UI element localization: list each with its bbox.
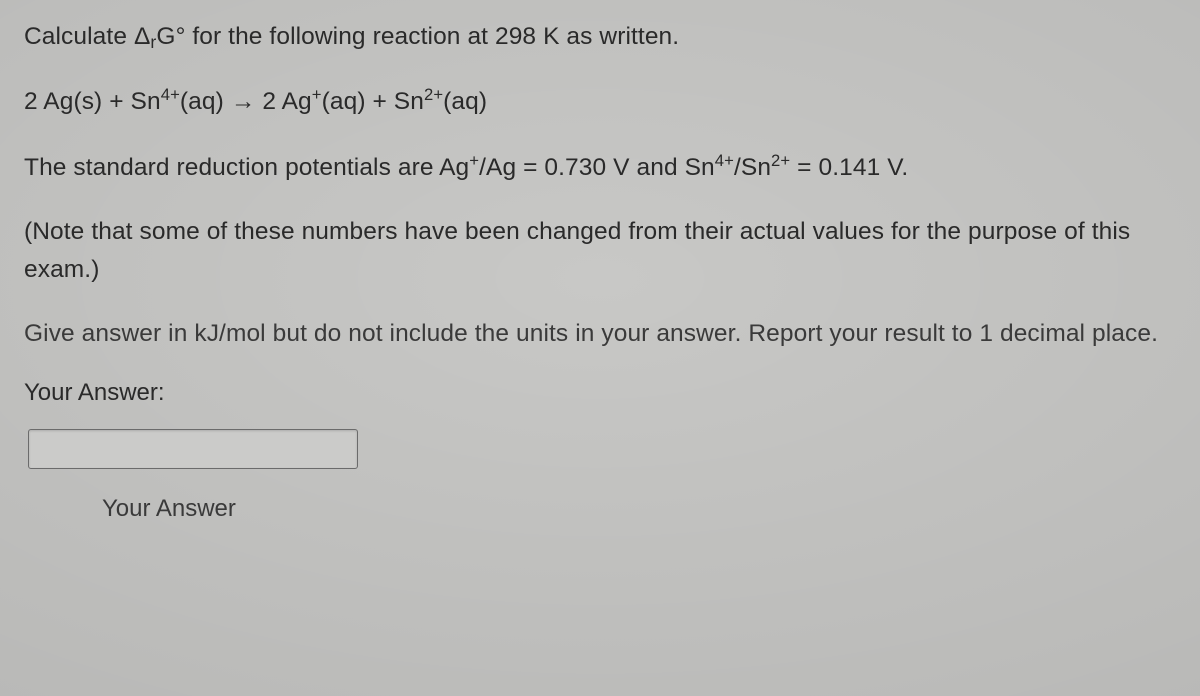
- pot-sup3: 2+: [771, 151, 790, 170]
- pot-pair2-mid: /Sn: [734, 154, 771, 181]
- eq-lhs-sup: 4+: [161, 85, 180, 104]
- pot-join: and Sn: [630, 154, 715, 181]
- answer-caption: Your Answer: [102, 495, 1176, 523]
- reaction-equation: 2 Ag(s) + Sn4+(aq) → 2 Ag+(aq) + Sn2+(aq…: [24, 82, 1176, 121]
- your-answer-label: Your Answer:: [24, 379, 1176, 407]
- pot-v1: 0.730 V: [544, 154, 629, 181]
- question-prompt: Calculate ΔrG° for the following reactio…: [24, 18, 1176, 56]
- eq-rhs-3: (aq): [443, 88, 487, 115]
- pot-v2: 0.141 V: [818, 154, 901, 181]
- eq-arrow: →: [224, 88, 262, 115]
- prompt-text-post: as written.: [560, 23, 680, 50]
- eq-rhs-sup2: 2+: [424, 85, 443, 104]
- pot-intro: The standard reduction potentials are Ag: [24, 154, 469, 181]
- eq-rhs-sup1: +: [312, 85, 322, 104]
- prompt-text-mid: G° for the following reaction at: [156, 23, 495, 50]
- prompt-temperature: 298 K: [495, 23, 560, 50]
- note-text: (Note that some of these numbers have be…: [24, 213, 1176, 289]
- pot-pair2-eq: =: [790, 154, 818, 181]
- answer-input[interactable]: [28, 429, 358, 469]
- eq-rhs-1: 2 Ag: [262, 88, 311, 115]
- eq-lhs-1: 2 Ag(s) + Sn: [24, 88, 161, 115]
- prompt-sub-r: r: [150, 32, 156, 52]
- eq-lhs-2: (aq): [180, 88, 224, 115]
- answer-instructions: Give answer in kJ/mol but do not include…: [24, 315, 1176, 353]
- eq-rhs-2: (aq) + Sn: [322, 88, 424, 115]
- pot-pair1-mid: /Ag =: [479, 154, 544, 181]
- prompt-text-pre: Calculate Δ: [24, 23, 150, 50]
- pot-sup2: 4+: [715, 151, 734, 170]
- reduction-potentials: The standard reduction potentials are Ag…: [24, 149, 1176, 187]
- pot-end: .: [901, 154, 908, 181]
- pot-sup1: +: [469, 151, 479, 170]
